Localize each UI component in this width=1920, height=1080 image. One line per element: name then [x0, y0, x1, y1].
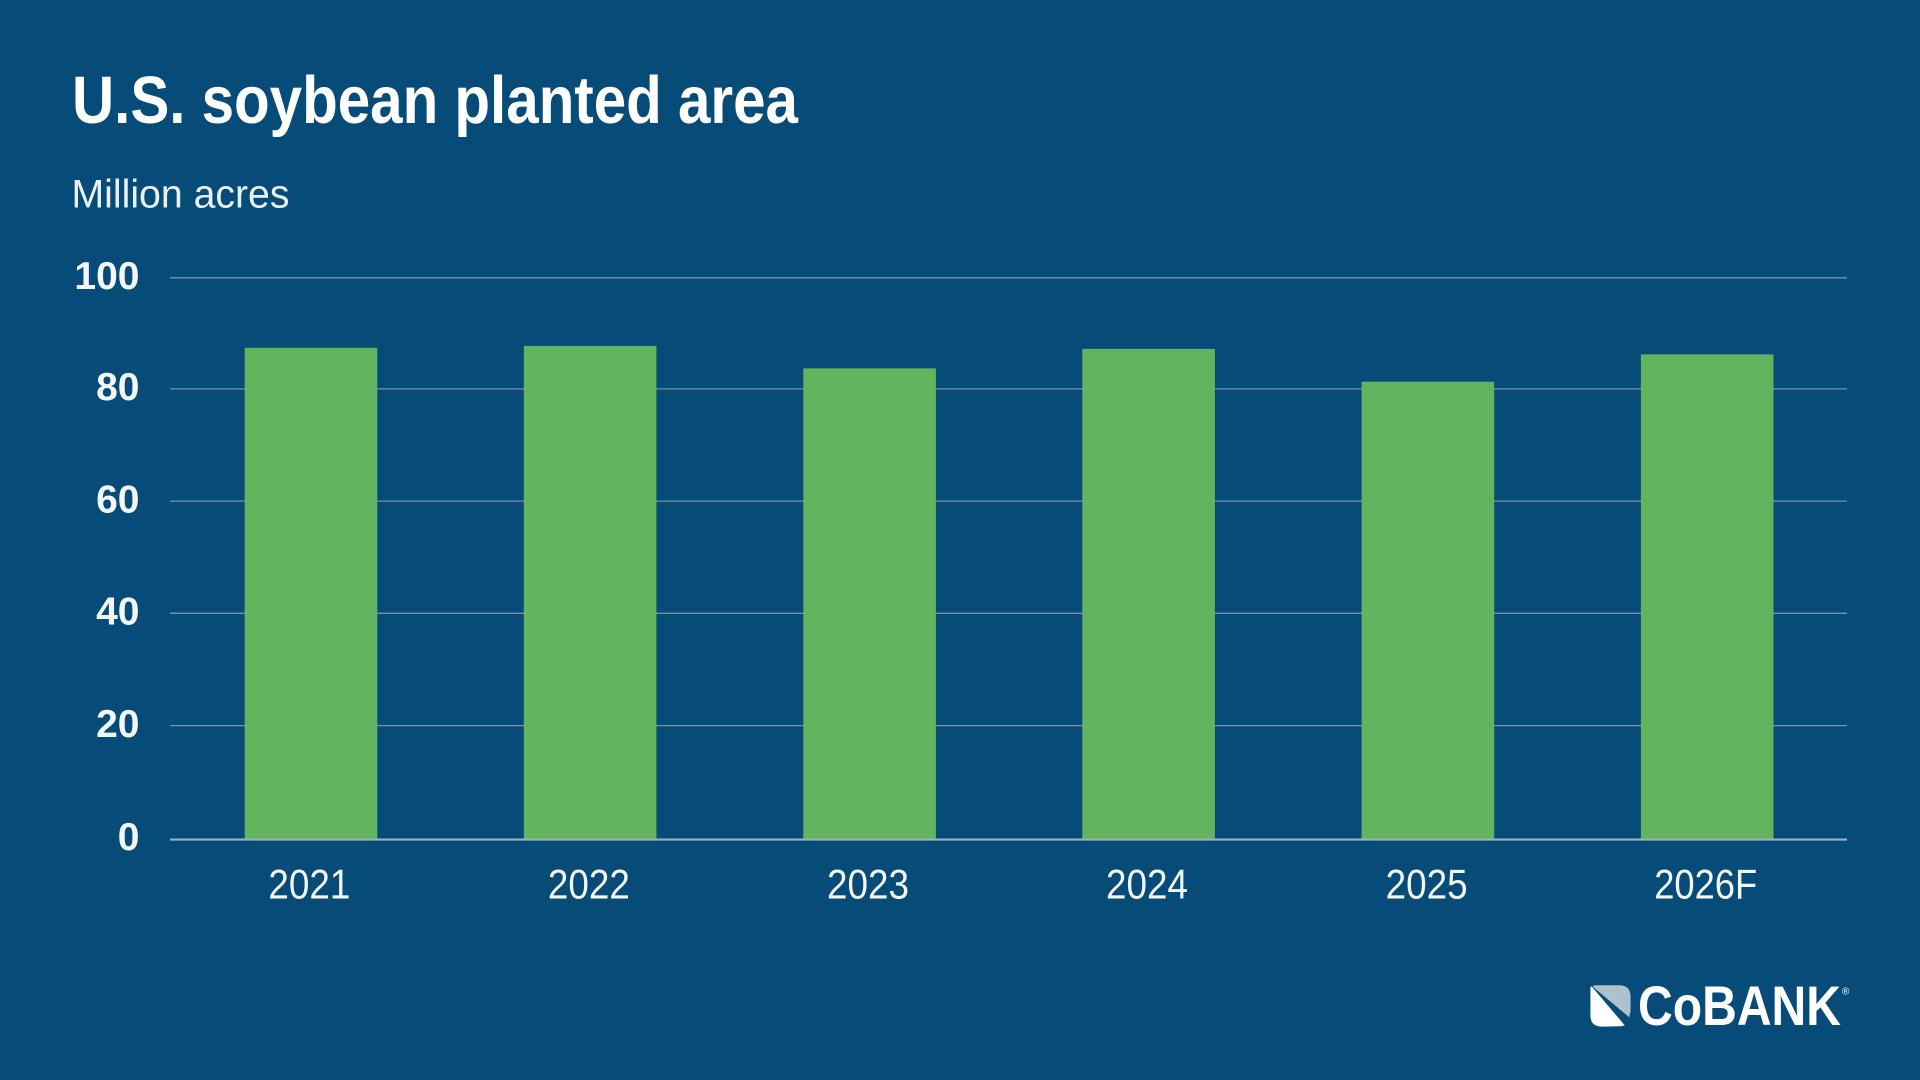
svg-text:40: 40 [96, 591, 139, 634]
svg-text:60: 60 [96, 478, 139, 521]
svg-text:®: ® [1842, 987, 1850, 998]
svg-text:0: 0 [118, 816, 140, 859]
svg-text:2025: 2025 [1386, 861, 1468, 908]
svg-text:100: 100 [74, 255, 139, 298]
svg-text:CoBANK: CoBANK [1638, 975, 1841, 1037]
svg-text:2022: 2022 [548, 861, 630, 908]
svg-text:80: 80 [96, 366, 139, 409]
svg-text:2026F: 2026F [1654, 861, 1757, 908]
svg-text:U.S. soybean planted area: U.S. soybean planted area [72, 63, 799, 138]
svg-text:20: 20 [96, 703, 139, 746]
svg-text:2021: 2021 [268, 861, 350, 908]
svg-text:2024: 2024 [1106, 861, 1188, 908]
svg-text:Million acres: Million acres [72, 173, 290, 217]
svg-text:2023: 2023 [827, 861, 909, 908]
